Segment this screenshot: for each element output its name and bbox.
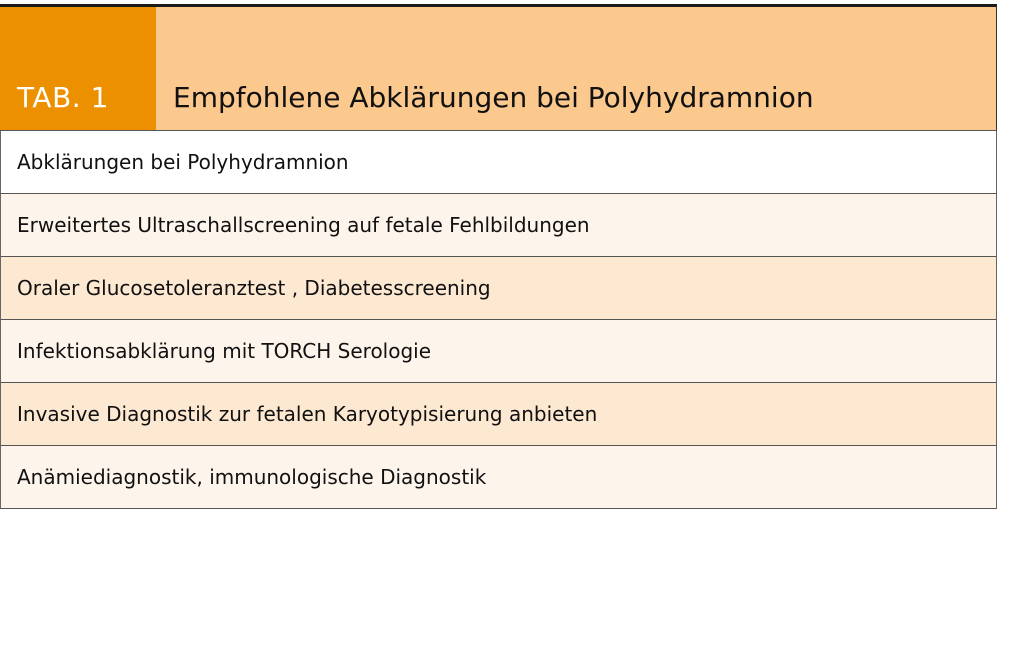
table-row: Oraler Glucosetoleranztest , Diabetesscr… bbox=[0, 257, 997, 320]
table-row: Abklärungen bei Polyhydramnion bbox=[0, 131, 997, 194]
table-label: TAB. 1 bbox=[0, 7, 156, 130]
table-row: Erweitertes Ultraschallscreening auf fet… bbox=[0, 194, 997, 257]
recommendations-table: TAB. 1 Empfohlene Abklärungen bei Polyhy… bbox=[0, 4, 997, 509]
table-row: Anämiediagnostik, immunologische Diagnos… bbox=[0, 446, 997, 509]
table-title: Empfohlene Abklärungen bei Polyhydramnio… bbox=[156, 7, 996, 130]
table-row: Infektionsabklärung mit TORCH Serologie bbox=[0, 320, 997, 383]
table-row: Invasive Diagnostik zur fetalen Karyotyp… bbox=[0, 383, 997, 446]
table-header: TAB. 1 Empfohlene Abklärungen bei Polyhy… bbox=[0, 4, 997, 131]
